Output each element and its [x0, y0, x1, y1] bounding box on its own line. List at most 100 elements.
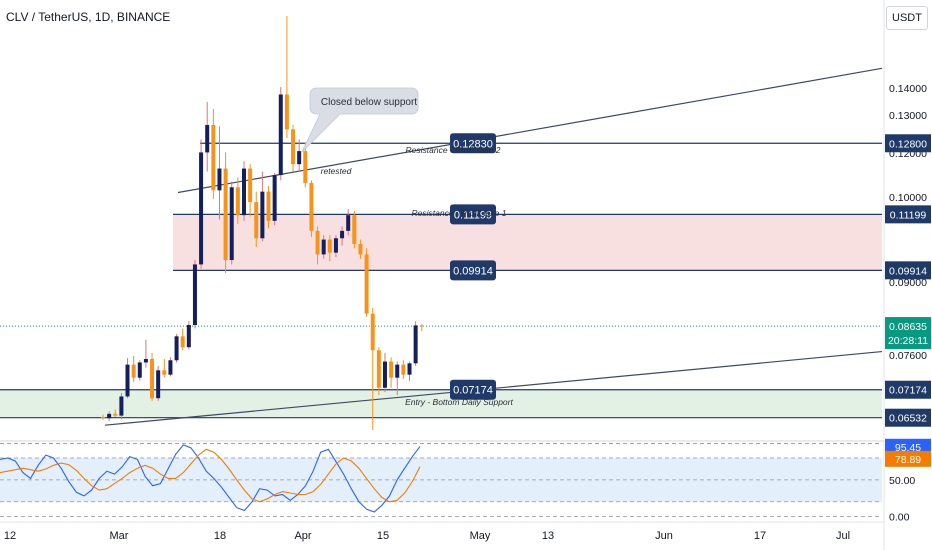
candle[interactable] — [174, 334, 179, 363]
levels-layer — [0, 142, 882, 419]
k-value-text: 95.45 — [895, 442, 921, 454]
current-price-text: 0.08635 — [889, 321, 927, 333]
symbol-title[interactable]: CLV / TetherUS, 1D, BINANCE — [6, 10, 171, 24]
candle[interactable] — [407, 361, 412, 381]
candle-body — [241, 168, 246, 216]
axis-badge-bg — [885, 408, 931, 427]
candle-body — [180, 336, 185, 348]
price-tick: 0.10000 — [889, 192, 927, 204]
candle[interactable] — [131, 355, 136, 383]
candle-body — [223, 168, 228, 261]
candle[interactable] — [278, 87, 283, 181]
candle[interactable] — [248, 164, 253, 217]
price-axis[interactable]: 0.140000.130000.120000.100000.090000.080… — [883, 0, 932, 550]
time-axis[interactable]: 12 Mar 18 Apr 15 May 13 Jun 17 Jul — [0, 521, 884, 542]
tag-resistance-1-top-text: 0.11199 — [454, 209, 492, 221]
stoch-rsi-layer — [0, 444, 421, 513]
candle[interactable] — [260, 171, 265, 242]
candle[interactable] — [340, 226, 345, 246]
candle-body — [156, 370, 161, 399]
callout-bubble — [301, 87, 419, 153]
candle[interactable] — [211, 108, 216, 200]
candle[interactable] — [180, 328, 185, 351]
candle[interactable] — [199, 139, 204, 269]
candle[interactable] — [266, 185, 271, 229]
candle[interactable] — [413, 321, 418, 366]
d-value-text: 78.89 — [895, 454, 921, 466]
candle[interactable] — [376, 347, 381, 396]
candle-body — [162, 370, 167, 375]
candle-body — [143, 358, 148, 363]
time-tick: 12 — [4, 530, 16, 542]
axis-badge-bg — [885, 134, 931, 153]
candle[interactable] — [370, 307, 375, 430]
candle[interactable] — [401, 360, 406, 380]
candle-body — [229, 187, 234, 261]
candle[interactable] — [382, 352, 387, 393]
candle[interactable] — [162, 358, 167, 378]
candle[interactable] — [389, 357, 394, 388]
time-tick: 13 — [542, 530, 554, 542]
candle[interactable] — [333, 235, 338, 258]
candle[interactable] — [358, 239, 363, 259]
candle[interactable] — [315, 226, 320, 265]
candle-body — [303, 151, 308, 183]
candle[interactable] — [223, 152, 228, 274]
candle-body — [119, 396, 124, 416]
axis-badge-text: 0.07174 — [889, 385, 927, 397]
candle[interactable] — [352, 210, 357, 249]
candle[interactable] — [229, 181, 234, 265]
d-value-badge: 78.89 — [885, 450, 931, 467]
candle[interactable] — [327, 235, 332, 262]
candles-layer[interactable] — [101, 16, 424, 430]
tag-resistance-2-text: 0.12830 — [453, 138, 493, 150]
candle[interactable] — [303, 142, 308, 188]
candle[interactable] — [113, 409, 118, 417]
tag-support-top-bg — [450, 379, 496, 400]
candle[interactable] — [395, 361, 400, 396]
tag-resistance-2: 0.12830 — [450, 133, 496, 154]
candle[interactable] — [235, 177, 240, 224]
candle[interactable] — [217, 126, 222, 220]
candle[interactable] — [297, 139, 302, 172]
candle[interactable] — [284, 16, 289, 139]
candle[interactable] — [137, 360, 142, 381]
candle[interactable] — [419, 324, 424, 332]
candle-body — [217, 168, 222, 191]
candle[interactable] — [205, 101, 210, 172]
candle[interactable] — [346, 209, 351, 236]
axis-badge-bg — [885, 380, 931, 399]
candle[interactable] — [107, 411, 112, 422]
candle[interactable] — [321, 235, 326, 259]
currency-button[interactable]: USDT — [886, 6, 928, 30]
candle[interactable] — [143, 339, 148, 368]
candle[interactable] — [156, 365, 161, 401]
candle[interactable] — [254, 191, 259, 247]
candle[interactable] — [119, 392, 124, 420]
candle[interactable] — [168, 357, 173, 377]
axis-badge-resistance-2: 0.12800 — [885, 134, 931, 153]
candle-body — [235, 187, 240, 216]
candle[interactable] — [192, 260, 197, 329]
candle-body — [395, 364, 400, 378]
candle[interactable] — [309, 180, 314, 237]
candle[interactable] — [101, 414, 105, 420]
candle-body — [327, 239, 332, 253]
candle[interactable] — [272, 172, 277, 226]
candle-body — [297, 151, 302, 165]
rsi-band — [0, 440, 932, 517]
price-tick: 0.09000 — [889, 277, 927, 289]
candle-body — [260, 191, 265, 239]
candle[interactable] — [241, 161, 246, 221]
candle[interactable] — [125, 358, 130, 399]
tag-resistance-1-bottom-text: 0.09914 — [453, 265, 493, 277]
candle[interactable] — [291, 124, 296, 172]
time-tick: Jul — [836, 530, 850, 542]
candle-body — [309, 182, 314, 231]
d-value-bg — [885, 450, 931, 467]
candle[interactable] — [150, 352, 155, 401]
time-tick: Apr — [294, 530, 311, 542]
candle[interactable] — [364, 248, 369, 317]
candle[interactable] — [186, 321, 191, 350]
